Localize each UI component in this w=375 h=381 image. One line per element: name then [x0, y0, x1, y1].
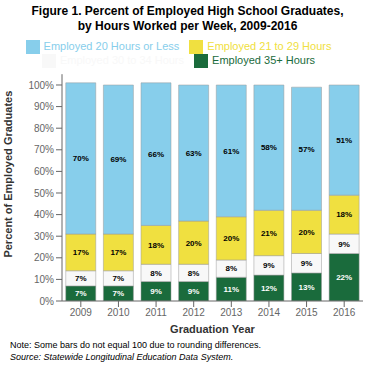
svg-text:Percent of Employed Graduates: Percent of Employed Graduates [8, 91, 14, 258]
svg-text:9%: 9% [150, 287, 162, 296]
svg-text:2015: 2015 [295, 307, 318, 318]
svg-text:9%: 9% [301, 259, 313, 268]
svg-text:11%: 11% [223, 285, 239, 294]
svg-text:22%: 22% [336, 273, 352, 282]
svg-text:10%: 10% [34, 274, 54, 285]
svg-text:30%: 30% [34, 231, 54, 242]
svg-text:13%: 13% [299, 283, 315, 292]
svg-text:17%: 17% [110, 248, 126, 257]
svg-text:2011: 2011 [145, 307, 167, 318]
svg-text:20%: 20% [299, 228, 315, 237]
html-text:by Hours Worked per Week, 2009: by Hours Worked per Week, 2009-2016 [77, 19, 298, 33]
svg-text:58%: 58% [261, 143, 277, 152]
html-text:Employed 35+ Hours: Employed 35+ Hours [212, 54, 316, 67]
svg-text:9%: 9% [338, 240, 350, 249]
svg-text:7%: 7% [113, 274, 125, 283]
svg-text:70%: 70% [34, 144, 54, 155]
svg-text:2016: 2016 [333, 307, 356, 318]
svg-text:0%: 0% [40, 296, 55, 307]
svg-text:2014: 2014 [258, 307, 281, 318]
svg-text:20%: 20% [223, 234, 239, 243]
svg-text:2010: 2010 [107, 307, 130, 318]
html-text:Source: Statewide Longitudinal: Source: Statewide Longitudinal Education… [10, 352, 234, 362]
svg-text:2012: 2012 [183, 307, 206, 318]
html-text:Employed 20 Hours or Less: Employed 20 Hours or Less [43, 40, 180, 52]
svg-text:20%: 20% [34, 252, 54, 263]
svg-text:21%: 21% [261, 229, 277, 238]
svg-text:8%: 8% [188, 269, 200, 278]
html-text:Employed 30 to 34 Hours: Employed 30 to 34 Hours [59, 54, 184, 67]
svg-text:2013: 2013 [220, 307, 243, 318]
html-text:Note: Some bars do not equal 1: Note: Some bars do not equal 100 due to … [10, 340, 261, 350]
svg-text:51%: 51% [336, 136, 352, 145]
svg-text:63%: 63% [186, 149, 202, 158]
svg-text:17%: 17% [73, 248, 89, 257]
svg-text:8%: 8% [225, 264, 237, 273]
svg-text:7%: 7% [75, 289, 87, 298]
svg-text:7%: 7% [113, 289, 125, 298]
svg-text:40%: 40% [34, 209, 54, 220]
svg-text:12%: 12% [261, 284, 277, 293]
svg-text:80%: 80% [34, 123, 54, 134]
svg-text:Graduation Year: Graduation Year [170, 323, 255, 335]
svg-text:2009: 2009 [70, 307, 93, 318]
svg-text:8%: 8% [150, 269, 162, 278]
svg-text:61%: 61% [223, 147, 239, 156]
html-text:Employed 21 to 29 Hours: Employed 21 to 29 Hours [207, 40, 332, 52]
svg-text:50%: 50% [34, 188, 54, 199]
svg-text:18%: 18% [336, 210, 352, 219]
svg-text:100%: 100% [28, 80, 54, 91]
svg-text:20%: 20% [186, 239, 202, 248]
svg-text:66%: 66% [148, 150, 164, 159]
svg-text:70%: 70% [73, 154, 89, 163]
svg-text:57%: 57% [299, 145, 315, 154]
html-text:Figure 1. Percent of Employed: Figure 1. Percent of Employed High Schoo… [31, 4, 344, 18]
svg-text:18%: 18% [148, 241, 164, 250]
svg-text:9%: 9% [263, 261, 275, 270]
svg-text:7%: 7% [75, 274, 87, 283]
svg-text:60%: 60% [34, 166, 54, 177]
svg-text:69%: 69% [110, 155, 126, 164]
svg-text:90%: 90% [34, 101, 54, 112]
svg-text:9%: 9% [188, 287, 200, 296]
